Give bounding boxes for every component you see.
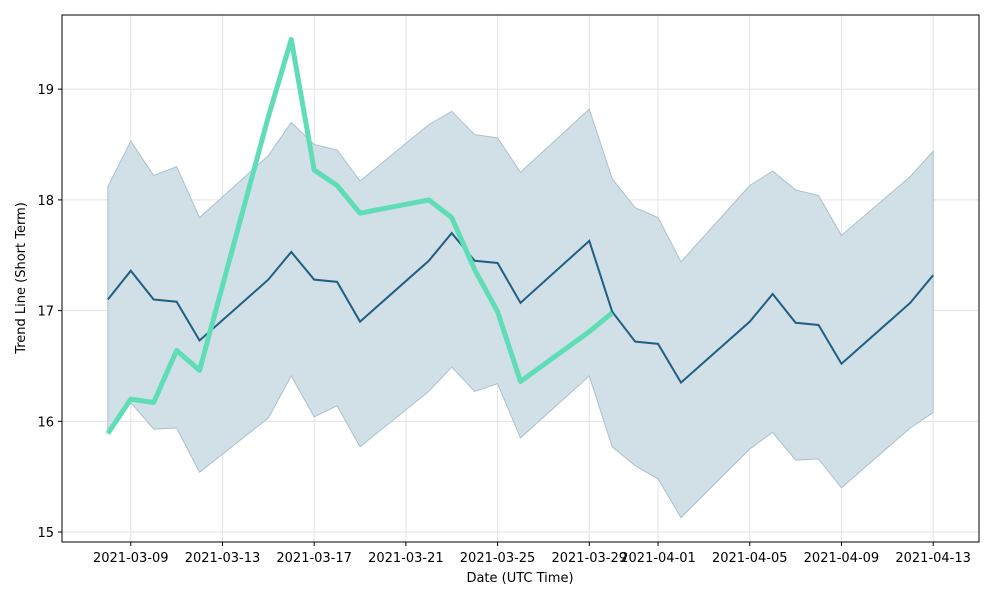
- plot-frame: [61, 14, 980, 543]
- x-tick-label: 2021-03-25: [460, 551, 536, 566]
- x-tick-label: 2021-03-17: [276, 551, 352, 566]
- confidence-band: [107, 108, 934, 519]
- y-axis-label: Trend Line (Short Term): [14, 202, 29, 355]
- mid-line: [107, 231, 934, 385]
- x-tick-label: 2021-03-13: [185, 551, 261, 566]
- trend-line: [105, 36, 614, 435]
- x-tick-label: 2021-04-01: [620, 551, 696, 566]
- y-tick-label: 18: [37, 194, 54, 209]
- y-tick-label: 17: [37, 305, 54, 320]
- x-axis-label: Date (UTC Time): [466, 571, 573, 586]
- y-tick-label: 15: [37, 526, 54, 541]
- x-tick-label: 2021-03-09: [93, 551, 169, 566]
- x-tick-label: 2021-04-05: [712, 551, 788, 566]
- x-tick-label: 2021-04-13: [895, 551, 971, 566]
- x-tick-label: 2021-04-09: [804, 551, 880, 566]
- x-tick-label: 2021-03-29: [551, 551, 627, 566]
- y-tick-label: 19: [37, 83, 54, 98]
- y-tick-label: 16: [37, 415, 54, 430]
- x-tick-label: 2021-03-21: [368, 551, 444, 566]
